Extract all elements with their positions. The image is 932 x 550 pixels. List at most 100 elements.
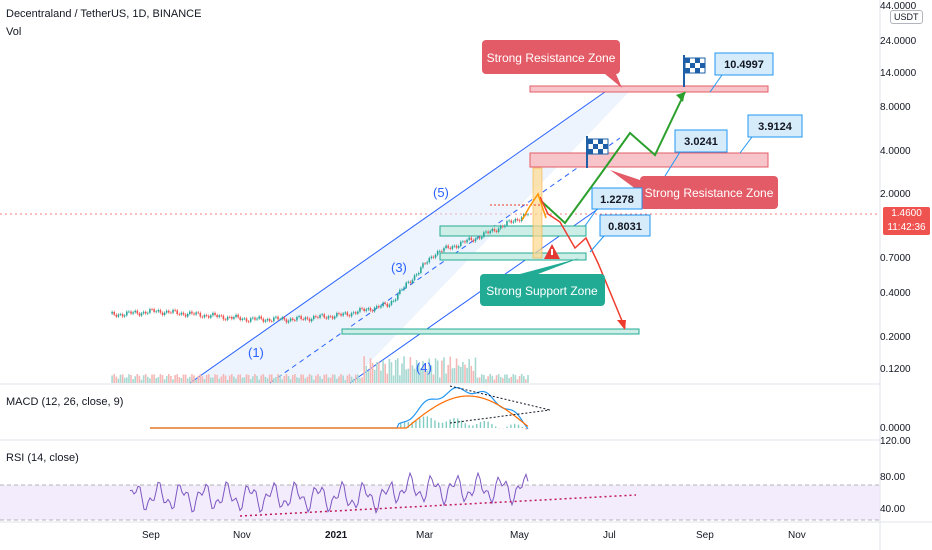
target-box-2: 3.0241 [664, 129, 728, 177]
candle-body [222, 315, 225, 320]
volume-bar [378, 362, 380, 383]
volume-bar [501, 378, 504, 383]
support-callout-text: Strong Support Zone [486, 284, 598, 298]
candle-body [142, 311, 145, 314]
volume-bar [363, 356, 365, 383]
current-price-value: 1.4600 [891, 208, 922, 219]
candle-body [285, 319, 288, 323]
candle-body [308, 318, 311, 322]
volume-bar [115, 376, 118, 383]
candle-body [405, 282, 407, 288]
volume-bar [147, 376, 149, 383]
volume-bar [407, 368, 410, 383]
candle-body [275, 316, 277, 318]
volume-bar [342, 375, 344, 383]
candle-body [289, 318, 292, 321]
candle-body [449, 247, 452, 249]
volume-bar [405, 369, 407, 383]
candle-body [243, 318, 246, 320]
candle-body [369, 308, 372, 311]
candle-body [508, 220, 510, 222]
candle-body [493, 228, 496, 231]
candle-body [298, 316, 300, 318]
candle-body [262, 318, 265, 322]
candle-body [241, 318, 244, 320]
candle-body [336, 313, 338, 317]
volume-bar [216, 374, 218, 383]
candle-body [126, 311, 128, 316]
candle-body [153, 309, 155, 312]
currency-badge[interactable]: USDT [890, 10, 923, 24]
candle-body [420, 267, 422, 273]
volume-bar [222, 374, 225, 383]
candle-body [501, 226, 504, 227]
candle-body [506, 221, 508, 226]
volume-bar [411, 365, 414, 383]
volume-bar [390, 362, 393, 383]
volume-bar [453, 368, 456, 383]
volume-bar [285, 374, 288, 383]
candle-body [252, 317, 254, 319]
candle-body [147, 312, 149, 314]
volume-bar [315, 375, 317, 383]
macd-histogram-bar [495, 426, 497, 428]
volume-bar [170, 376, 172, 383]
candle-body [472, 239, 475, 242]
macd-histogram-bar [434, 420, 436, 428]
candle-body [451, 246, 454, 249]
support-zone-low [439, 252, 587, 261]
volume-bar [260, 375, 263, 383]
candle-body [264, 320, 267, 322]
rsi-label[interactable]: RSI (14, close) [6, 452, 79, 464]
candle-body [254, 317, 256, 320]
volume-bar [220, 376, 223, 383]
candle-body [428, 257, 431, 263]
candle-body [304, 317, 307, 320]
volume-bar [205, 374, 208, 383]
volume-bar [323, 374, 326, 383]
volume-bar [518, 375, 521, 383]
macd-histogram-bar [411, 422, 413, 428]
candle-body [445, 245, 447, 249]
macd-label[interactable]: MACD (12, 26, close, 9) [6, 396, 124, 408]
candle-body [396, 293, 399, 300]
volume-bar [319, 376, 321, 383]
candle-body [375, 306, 378, 308]
volume-bar [380, 370, 382, 383]
volume-bar [273, 378, 275, 383]
price-tick: 0.2000 [880, 332, 911, 343]
macd-histogram-bar [460, 420, 463, 428]
orange-path [521, 192, 547, 221]
volume-bar [310, 375, 313, 383]
volume-bar [247, 374, 250, 383]
support-zone-mid [439, 225, 587, 237]
volume-bar [252, 376, 254, 383]
time-tick: Mar [416, 530, 434, 541]
volume-bar [296, 377, 298, 383]
volume-bar [300, 374, 302, 383]
candle-body [115, 314, 118, 317]
candle-body [193, 313, 195, 315]
candle-body [191, 311, 193, 314]
candle-body [117, 314, 120, 317]
volume-bar [346, 375, 349, 383]
volume-bar [235, 378, 237, 383]
candle-body [136, 310, 139, 314]
target-box-4: 1.2278 [584, 187, 643, 227]
volume-bar [504, 374, 506, 383]
candle-body [422, 263, 424, 268]
candle-body [462, 241, 464, 243]
candle-body [417, 272, 420, 275]
volume-bar [350, 376, 353, 383]
volume-bar [134, 376, 137, 383]
volume-bar [298, 377, 300, 383]
macd-histogram-bar [403, 421, 406, 428]
volume-bar [497, 374, 500, 383]
volume-bar [117, 378, 120, 383]
candle-body [226, 316, 229, 320]
candle-body [357, 311, 359, 314]
macd-histogram-bar [506, 426, 508, 428]
volume-bar [340, 374, 342, 383]
